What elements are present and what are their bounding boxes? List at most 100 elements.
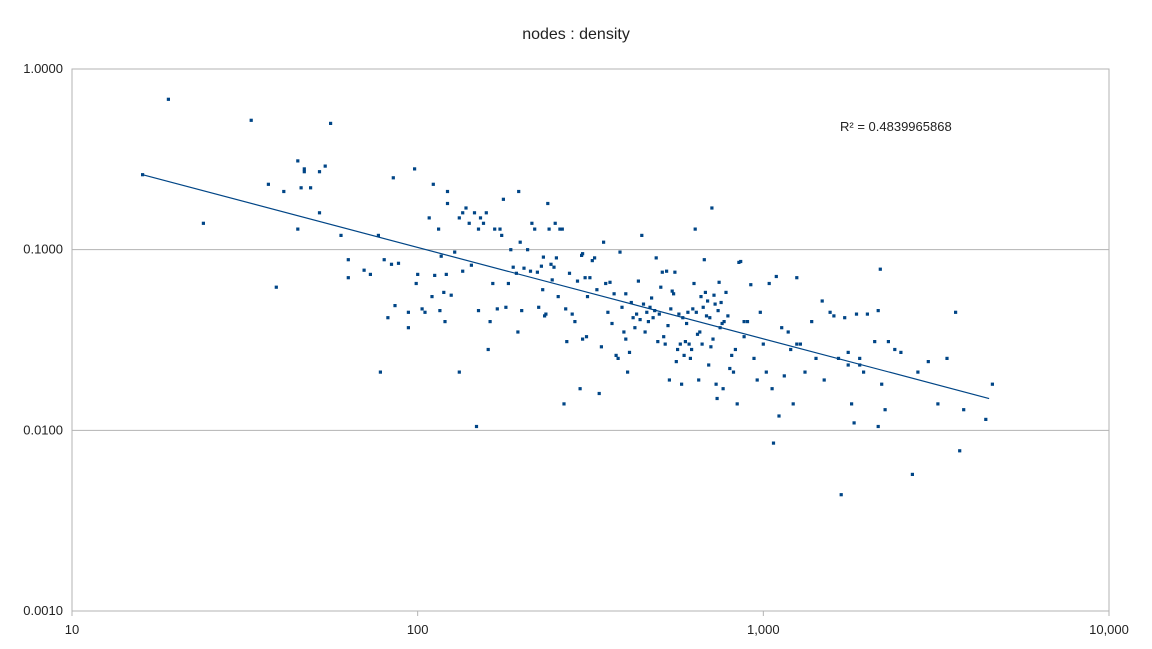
data-point — [685, 321, 689, 326]
data-point — [442, 290, 446, 294]
data-point — [457, 370, 461, 374]
data-point — [588, 276, 592, 280]
data-point — [530, 221, 534, 225]
x-tick-label: 1,000 — [747, 622, 780, 637]
data-point — [648, 305, 652, 309]
data-point — [522, 266, 526, 270]
data-point — [688, 356, 692, 360]
y-tick-label: 0.1000 — [23, 242, 63, 257]
data-point — [457, 216, 461, 220]
data-point — [687, 342, 691, 346]
y-tick-label: 0.0010 — [23, 603, 63, 618]
data-point — [846, 363, 850, 367]
data-point — [926, 360, 930, 364]
data-point — [646, 320, 650, 324]
data-point — [500, 233, 504, 237]
x-tick-label: 10,000 — [1089, 622, 1129, 637]
data-point — [296, 227, 300, 231]
data-point — [520, 309, 524, 313]
data-point — [556, 295, 560, 299]
data-point — [541, 288, 545, 292]
data-point — [695, 332, 700, 336]
data-point — [666, 324, 670, 328]
data-point — [413, 167, 417, 171]
data-point — [378, 370, 382, 374]
data-point — [581, 252, 585, 256]
data-point — [916, 370, 920, 374]
data-point — [506, 281, 510, 286]
data-point — [682, 353, 686, 357]
data-point — [201, 221, 205, 225]
data-point — [733, 347, 737, 352]
data-point — [795, 276, 799, 280]
data-point — [691, 307, 695, 311]
plot-area-border — [71, 68, 1110, 612]
data-point — [828, 310, 832, 314]
data-point — [873, 340, 877, 344]
data-point — [595, 288, 599, 292]
data-point — [761, 342, 765, 346]
data-point — [329, 121, 333, 125]
data-point — [814, 356, 818, 360]
data-point — [282, 189, 286, 194]
data-point — [526, 248, 530, 252]
data-point — [376, 233, 380, 237]
data-point — [665, 269, 669, 273]
data-point — [638, 318, 642, 322]
data-point — [862, 370, 866, 374]
data-point — [445, 189, 450, 194]
data-point — [715, 396, 719, 401]
data-point — [706, 299, 710, 303]
data-point — [720, 321, 724, 326]
data-point — [843, 316, 847, 320]
data-point — [673, 270, 677, 274]
data-point — [694, 310, 698, 314]
data-point — [701, 305, 705, 309]
data-point — [575, 279, 580, 283]
data-point — [724, 290, 728, 294]
data-point — [488, 320, 492, 324]
data-point — [444, 272, 448, 276]
data-point — [739, 259, 743, 264]
data-point — [719, 300, 723, 305]
data-point — [414, 281, 418, 286]
data-point — [712, 293, 716, 297]
data-point — [445, 201, 450, 206]
data-point — [945, 356, 949, 360]
data-point — [803, 370, 807, 374]
data-point — [878, 267, 882, 271]
data-point — [714, 382, 718, 386]
data-point — [570, 312, 574, 316]
data-point — [876, 424, 880, 429]
data-point — [309, 186, 313, 190]
data-point — [651, 316, 655, 320]
data-point — [382, 258, 386, 262]
data-point — [667, 378, 671, 382]
data-point — [590, 259, 594, 263]
data-point — [431, 182, 435, 186]
data-point — [437, 227, 441, 231]
data-point — [461, 211, 465, 215]
data-point — [453, 250, 457, 254]
data-point — [511, 265, 515, 269]
data-point — [562, 402, 566, 406]
data-point — [990, 382, 994, 386]
data-point — [708, 316, 712, 320]
data-point — [699, 295, 703, 299]
data-point — [430, 295, 434, 299]
x-tick-label: 100 — [407, 622, 429, 637]
data-point — [478, 216, 483, 220]
data-point — [657, 312, 661, 316]
data-point — [585, 295, 590, 299]
data-point — [692, 281, 696, 286]
data-point — [249, 118, 253, 122]
data-point — [560, 227, 564, 231]
data-point — [677, 312, 681, 316]
data-point — [893, 347, 897, 352]
data-point — [461, 269, 465, 273]
data-point — [547, 227, 551, 231]
data-point — [481, 221, 486, 225]
data-point — [346, 276, 350, 280]
data-point — [608, 280, 612, 284]
data-point — [416, 272, 420, 276]
